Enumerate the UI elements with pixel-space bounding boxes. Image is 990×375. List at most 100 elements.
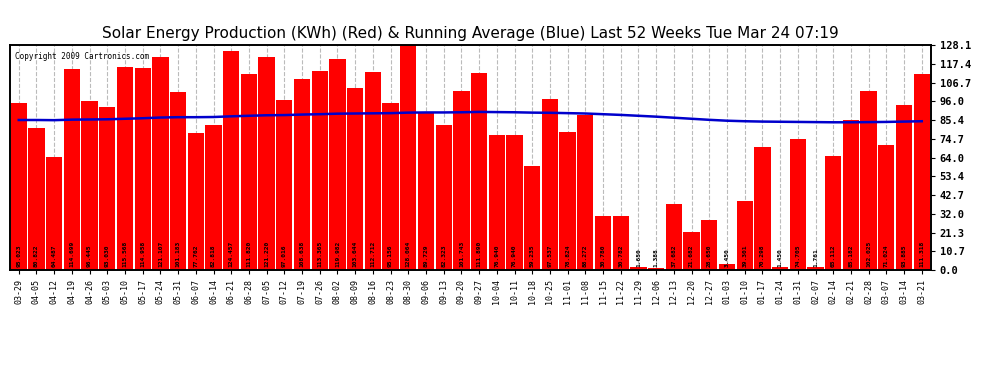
- Text: 76.940: 76.940: [512, 245, 517, 267]
- Text: 85.182: 85.182: [848, 245, 853, 267]
- Bar: [46, 157, 62, 270]
- Text: 96.445: 96.445: [87, 245, 92, 267]
- Text: 65.112: 65.112: [831, 245, 836, 267]
- Bar: [347, 88, 363, 270]
- Text: 71.024: 71.024: [884, 245, 889, 267]
- Text: 30.782: 30.782: [618, 245, 624, 267]
- Bar: [205, 124, 222, 270]
- Text: 124.457: 124.457: [229, 241, 234, 267]
- Text: 88.272: 88.272: [583, 245, 588, 267]
- Text: 97.537: 97.537: [547, 245, 552, 267]
- Bar: [81, 100, 98, 270]
- Bar: [878, 145, 895, 270]
- Text: 111.890: 111.890: [476, 241, 481, 267]
- Text: 3.450: 3.450: [725, 249, 730, 267]
- Bar: [135, 68, 150, 270]
- Text: 128.064: 128.064: [406, 241, 411, 267]
- Text: 82.323: 82.323: [442, 245, 446, 267]
- Text: 108.638: 108.638: [300, 241, 305, 267]
- Text: 93.030: 93.030: [105, 245, 110, 267]
- Bar: [896, 105, 912, 270]
- Bar: [595, 216, 611, 270]
- Bar: [542, 99, 558, 270]
- Bar: [258, 57, 275, 270]
- Bar: [223, 51, 240, 270]
- Text: 95.023: 95.023: [16, 245, 21, 267]
- Bar: [914, 75, 930, 270]
- Text: 70.298: 70.298: [760, 245, 765, 267]
- Bar: [631, 267, 646, 270]
- Text: 112.712: 112.712: [370, 241, 375, 267]
- Text: 115.568: 115.568: [123, 241, 128, 267]
- Text: 1.388: 1.388: [653, 249, 658, 267]
- Bar: [577, 115, 593, 270]
- Bar: [152, 57, 168, 270]
- Bar: [825, 156, 842, 270]
- Text: 82.818: 82.818: [211, 245, 216, 267]
- Bar: [559, 132, 576, 270]
- Text: 1.650: 1.650: [636, 249, 641, 267]
- Bar: [11, 103, 27, 270]
- Title: Solar Energy Production (KWh) (Red) & Running Average (Blue) Last 52 Weeks Tue M: Solar Energy Production (KWh) (Red) & Ru…: [102, 26, 839, 41]
- Bar: [842, 120, 859, 270]
- Text: 114.958: 114.958: [141, 241, 146, 267]
- Bar: [330, 59, 346, 270]
- Text: 59.235: 59.235: [530, 245, 535, 267]
- Text: 1.761: 1.761: [813, 249, 818, 267]
- Bar: [506, 135, 523, 270]
- Text: 113.365: 113.365: [317, 241, 323, 267]
- Text: 119.982: 119.982: [335, 241, 340, 267]
- Bar: [648, 267, 664, 270]
- Text: 74.705: 74.705: [795, 245, 800, 267]
- Text: Copyright 2009 Cartronics.com: Copyright 2009 Cartronics.com: [15, 52, 148, 61]
- Bar: [683, 232, 700, 270]
- Bar: [489, 135, 505, 270]
- Bar: [117, 67, 133, 270]
- Bar: [170, 92, 186, 270]
- Bar: [613, 216, 629, 270]
- Text: 39.301: 39.301: [742, 245, 747, 267]
- Text: 78.824: 78.824: [565, 245, 570, 267]
- Text: 64.487: 64.487: [51, 245, 56, 267]
- Bar: [99, 106, 116, 270]
- Text: 89.729: 89.729: [424, 245, 429, 267]
- Text: 76.940: 76.940: [494, 245, 499, 267]
- Bar: [436, 125, 451, 270]
- Text: 37.682: 37.682: [671, 245, 676, 267]
- Bar: [524, 166, 541, 270]
- Bar: [29, 128, 45, 270]
- Text: 114.699: 114.699: [69, 241, 74, 267]
- Bar: [808, 267, 824, 270]
- Text: 93.885: 93.885: [902, 245, 907, 267]
- Text: 111.820: 111.820: [247, 241, 251, 267]
- Bar: [276, 100, 292, 270]
- Bar: [418, 112, 435, 270]
- Text: 101.183: 101.183: [175, 241, 180, 267]
- Text: 97.016: 97.016: [282, 245, 287, 267]
- Bar: [453, 91, 469, 270]
- Text: 103.644: 103.644: [352, 241, 357, 267]
- Bar: [312, 71, 328, 270]
- Text: 101.743: 101.743: [459, 241, 464, 267]
- Text: 28.650: 28.650: [707, 245, 712, 267]
- Bar: [701, 220, 718, 270]
- Bar: [737, 201, 752, 270]
- Bar: [188, 134, 204, 270]
- Bar: [63, 69, 80, 270]
- Bar: [719, 264, 736, 270]
- Bar: [754, 147, 770, 270]
- Bar: [241, 74, 257, 270]
- Bar: [860, 91, 877, 270]
- Text: 80.822: 80.822: [34, 245, 39, 267]
- Bar: [772, 267, 788, 270]
- Bar: [364, 72, 381, 270]
- Bar: [294, 79, 310, 270]
- Text: 30.780: 30.780: [601, 245, 606, 267]
- Text: 121.220: 121.220: [264, 241, 269, 267]
- Text: 121.107: 121.107: [157, 241, 163, 267]
- Bar: [400, 45, 417, 270]
- Text: 77.762: 77.762: [193, 245, 198, 267]
- Text: 21.682: 21.682: [689, 245, 694, 267]
- Bar: [665, 204, 682, 270]
- Bar: [790, 139, 806, 270]
